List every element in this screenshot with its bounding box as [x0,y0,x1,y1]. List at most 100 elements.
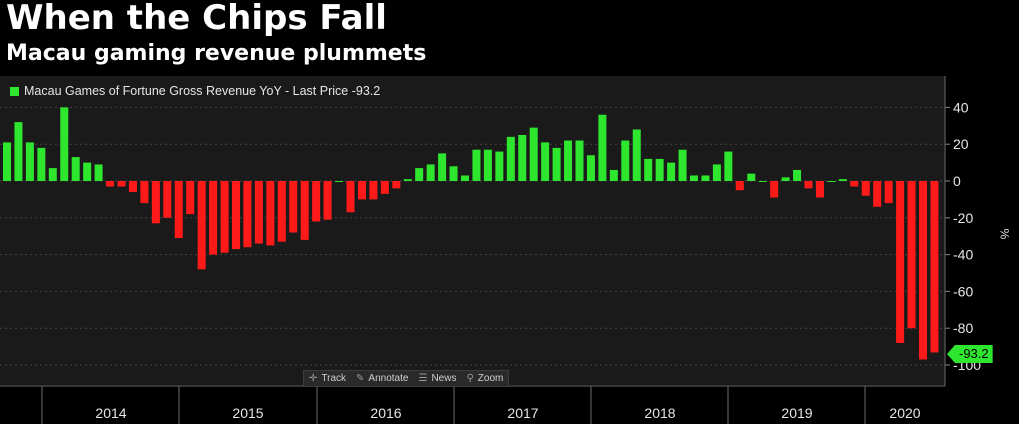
bar [609,169,618,181]
bar [209,181,218,255]
y-tick-label: -60 [953,283,973,299]
bar [232,181,240,250]
bars [3,107,939,360]
bar [392,181,401,189]
bar [667,162,676,181]
bar [380,181,389,194]
bar [83,162,92,181]
bar [495,151,504,181]
bar [254,181,263,244]
bar [25,142,34,181]
bar [197,181,206,270]
pencil-icon: ✎ [356,373,365,384]
bar [128,181,137,193]
x-tick-label: 2017 [507,405,538,421]
legend: Macau Games of Fortune Gross Revenue YoY… [10,84,380,98]
bar [896,181,905,343]
x-tick-label: 2020 [889,405,920,421]
bar [312,181,321,222]
chart-toolbar: ✛ Track ✎ Annotate ☰ News ⚲ Zoom [303,370,510,387]
bar [220,181,229,253]
bar [690,175,698,181]
y-tick-label: 20 [953,136,969,152]
y-tick-label: 40 [953,99,969,115]
zoom-button[interactable]: ⚲ Zoom [461,373,508,384]
bar [621,140,630,181]
bar [781,177,790,181]
x-tick-label: 2015 [232,405,263,421]
legend-label: Macau Games of Fortune Gross Revenue YoY… [24,84,381,98]
bar [140,181,149,204]
bar [552,147,561,181]
y-tick-label: -40 [953,247,973,263]
bar [94,164,103,181]
bar [678,149,687,181]
bar [472,149,481,181]
bar [884,181,893,204]
bar [346,181,355,213]
bar [758,181,767,182]
bar [335,181,344,182]
last-value-tag: -93.2 [947,345,993,363]
bar [564,140,573,181]
bar [461,175,469,181]
news-label: News [431,373,457,384]
bar [793,169,802,181]
bar [403,179,412,181]
bar [873,181,882,207]
bar [815,181,824,198]
annotate-button[interactable]: ✎ Annotate [351,373,413,384]
bar [586,155,595,181]
y-tick-label: -80 [953,320,973,336]
bar [861,181,870,196]
bar [712,164,721,181]
track-button[interactable]: ✛ Track [304,373,351,384]
bar [369,181,378,200]
bar [850,181,859,187]
bar [644,158,653,181]
bar [117,181,126,187]
bar [838,179,847,181]
bar [930,181,939,353]
bar [300,181,309,240]
zoom-label: Zoom [477,373,504,384]
bar [804,181,813,189]
bar [60,107,69,181]
x-axis: 2014 2015 2016 2017 2018 2019 2020 [0,385,945,424]
bar [106,181,115,187]
bar [289,181,298,233]
bar [919,181,927,360]
bar [186,181,195,215]
bar [14,122,23,181]
bar [151,181,160,224]
annotate-label: Annotate [368,373,409,384]
chart-title: When the Chips Fall [6,0,387,38]
bar [483,149,492,181]
bar [3,142,11,181]
crosshair-icon: ✛ [309,373,318,384]
bar [518,135,527,181]
bar [770,181,779,198]
bar [655,158,664,181]
bar [48,168,57,181]
bar [541,142,550,181]
track-label: Track [321,373,347,384]
bar [163,181,172,218]
x-tick-label: 2014 [95,405,126,421]
bar [323,181,332,220]
bar [529,127,538,181]
bar [827,181,836,182]
bar [426,164,435,181]
bar [37,147,46,181]
y-axis-label: % [997,228,1012,240]
news-icon: ☰ [418,373,428,384]
bar [747,173,756,181]
news-button[interactable]: ☰ News [413,373,461,384]
bar [632,129,641,181]
bar [357,181,366,200]
x-tick-label: 2016 [370,405,401,421]
bar [506,136,515,181]
bar [71,157,80,181]
bar [415,168,424,181]
